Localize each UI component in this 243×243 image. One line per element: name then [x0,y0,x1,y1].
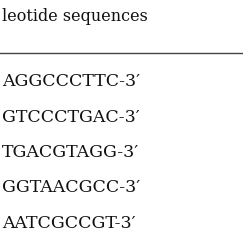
Text: leotide sequences: leotide sequences [2,8,148,25]
Text: GTCCCTGAC-3′: GTCCCTGAC-3′ [2,109,140,125]
Text: TGACGTAGG-3′: TGACGTAGG-3′ [2,144,139,161]
Text: GGTAACGCC-3′: GGTAACGCC-3′ [2,180,140,197]
Text: AGGCCCTTC-3′: AGGCCCTTC-3′ [2,73,140,90]
Text: AATCGCCGT-3′: AATCGCCGT-3′ [2,215,136,232]
